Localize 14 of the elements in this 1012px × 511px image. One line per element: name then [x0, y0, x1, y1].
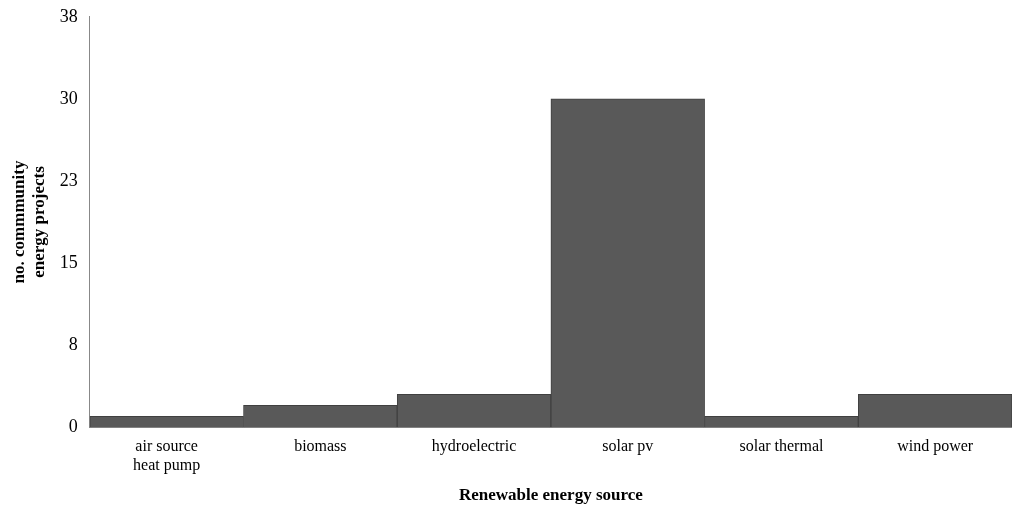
y-tick-label: 30: [59, 87, 78, 108]
y-tick-label: 38: [59, 5, 78, 26]
x-tick-label: solar thermal: [739, 437, 824, 454]
y-tick-label: 23: [59, 169, 78, 190]
x-tick-label: biomass: [294, 437, 347, 454]
y-tick-label: 15: [59, 251, 78, 272]
y-tick-label: 0: [68, 415, 78, 436]
x-tick-label: wind power: [897, 437, 974, 455]
x-tick-label: hydroelectric: [431, 437, 517, 455]
y-axis-title: no. commmunity energy projects: [8, 160, 48, 284]
x-tick-label: air source heat pump: [133, 437, 201, 475]
y-tick-label: 8: [68, 333, 78, 354]
x-axis-title: Renewable energy source: [458, 485, 644, 505]
x-tick-label: solar pv: [602, 437, 654, 455]
